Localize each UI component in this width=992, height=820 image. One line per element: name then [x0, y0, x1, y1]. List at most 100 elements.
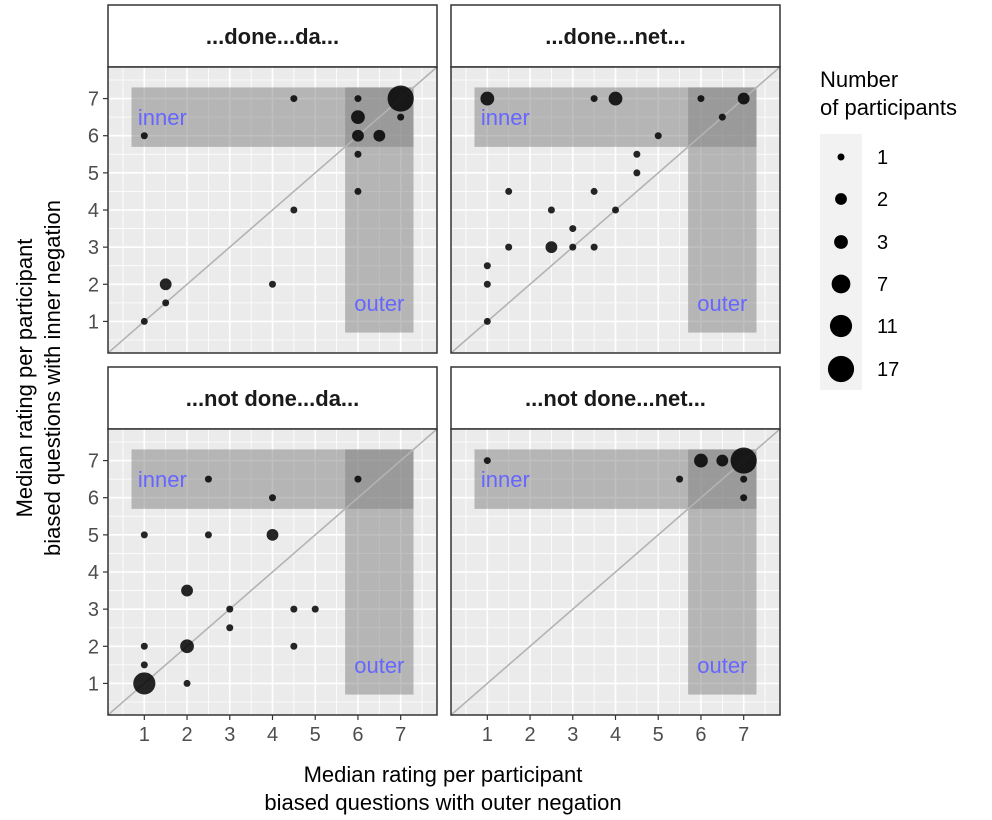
data-points — [480, 91, 750, 325]
y-tick-label: 5 — [88, 525, 99, 547]
legend-title-line-2: of participants — [820, 95, 957, 120]
facet-strip — [107, 366, 438, 430]
data-point — [505, 187, 513, 195]
legend-label: 17 — [877, 359, 899, 381]
x-tick-label: 3 — [567, 724, 578, 746]
data-point — [159, 278, 172, 291]
y-tick-label: 6 — [88, 488, 99, 510]
data-point — [290, 206, 298, 214]
data-point — [140, 132, 148, 140]
data-point — [140, 317, 148, 325]
facet-title: ...done...da... — [206, 24, 339, 49]
data-point — [133, 672, 156, 695]
facet-title: ...not done...da... — [186, 386, 360, 411]
x-tick-label: 6 — [695, 724, 706, 746]
panel-done-da: ...done...da... inner outer 1 2 3 4 5 6 7 — [88, 4, 438, 354]
data-points — [140, 85, 414, 325]
facet-title: ...not done...net... — [525, 386, 706, 411]
data-point — [354, 150, 362, 158]
data-point — [633, 169, 641, 177]
x-tick-label: 2 — [181, 724, 192, 746]
y-tick-label: 1 — [88, 673, 99, 695]
legend-key-background — [820, 134, 862, 390]
facet-strip — [450, 366, 781, 430]
inner-region-label: inner — [481, 105, 530, 130]
y-tick-label: 7 — [88, 89, 99, 111]
x-tick-label: 5 — [310, 724, 321, 746]
data-point — [373, 129, 386, 142]
outer-region-label: outer — [697, 291, 747, 316]
outer-region-label: outer — [354, 291, 404, 316]
x-tick-label: 2 — [524, 724, 535, 746]
data-point — [547, 206, 555, 214]
legend-title-line-1: Number — [820, 67, 898, 92]
identity-line — [107, 66, 438, 354]
y-axis-title-line-1: Median rating per participant — [12, 239, 37, 518]
identity-line — [107, 428, 438, 716]
x-tick-label: 6 — [352, 724, 363, 746]
x-axis-title-line-2: biased questions with outer negation — [264, 790, 621, 815]
legend-key-point — [831, 274, 851, 294]
data-point — [483, 262, 491, 270]
facet-strip — [107, 4, 438, 68]
data-point — [140, 642, 148, 650]
inner-region-label: inner — [138, 105, 187, 130]
data-point — [397, 113, 405, 121]
outer-region-label: outer — [697, 653, 747, 678]
y-tick-label: 6 — [88, 126, 99, 148]
data-point — [740, 494, 748, 502]
data-point — [269, 280, 276, 288]
outer-region — [345, 449, 414, 695]
outer-region — [345, 87, 414, 333]
data-point — [204, 531, 212, 539]
data-point — [311, 605, 319, 613]
data-point — [716, 454, 729, 467]
y-tick-label: 3 — [88, 599, 99, 621]
data-point — [140, 531, 148, 539]
data-point — [162, 299, 170, 307]
data-point — [352, 129, 364, 142]
y-tick-label: 2 — [88, 636, 99, 658]
inner-region-label: inner — [138, 467, 187, 492]
data-point — [387, 85, 414, 112]
data-point — [654, 132, 662, 140]
y-tick-label: 1 — [88, 311, 99, 333]
legend-key-point — [837, 153, 845, 161]
y-tick-label: 4 — [88, 562, 99, 584]
data-point — [226, 605, 234, 613]
data-point — [269, 494, 276, 502]
data-point — [290, 95, 298, 103]
data-point — [569, 243, 577, 251]
y-axis-title-line-2: biased questions with inner negation — [40, 200, 65, 556]
data-point — [480, 91, 495, 106]
data-points — [483, 447, 757, 502]
data-point — [694, 453, 708, 468]
y-tick-label: 4 — [88, 200, 99, 222]
facet-title: ...done...net... — [545, 24, 686, 49]
legend-key-point — [835, 193, 847, 205]
legend-key-point — [829, 314, 853, 338]
x-tick-label: 4 — [610, 724, 621, 746]
data-point — [180, 639, 194, 654]
data-point — [483, 317, 491, 325]
y-tick-label: 2 — [88, 274, 99, 296]
x-tick-label: 7 — [738, 724, 749, 746]
data-points — [133, 475, 362, 695]
x-tick-label: 1 — [482, 724, 493, 746]
legend-label: 1 — [877, 147, 888, 169]
data-point — [483, 457, 491, 465]
y-tick-label: 5 — [88, 163, 99, 185]
data-point — [226, 624, 234, 632]
panel-not-done-net: ...not done...net... inner outer 1 2 3 4 5 6 7 — [450, 366, 781, 746]
data-point — [569, 225, 577, 233]
panel-done-net: ...done...net... inner outer — [450, 4, 781, 354]
legend-label: 11 — [877, 316, 898, 338]
data-point — [290, 605, 298, 613]
data-point — [737, 92, 750, 105]
x-axis-title-line-1: Median rating per participant — [304, 762, 583, 787]
data-point — [351, 110, 365, 125]
legend-label: 7 — [877, 274, 888, 296]
data-point — [181, 584, 193, 597]
x-tick-label: 4 — [267, 724, 278, 746]
